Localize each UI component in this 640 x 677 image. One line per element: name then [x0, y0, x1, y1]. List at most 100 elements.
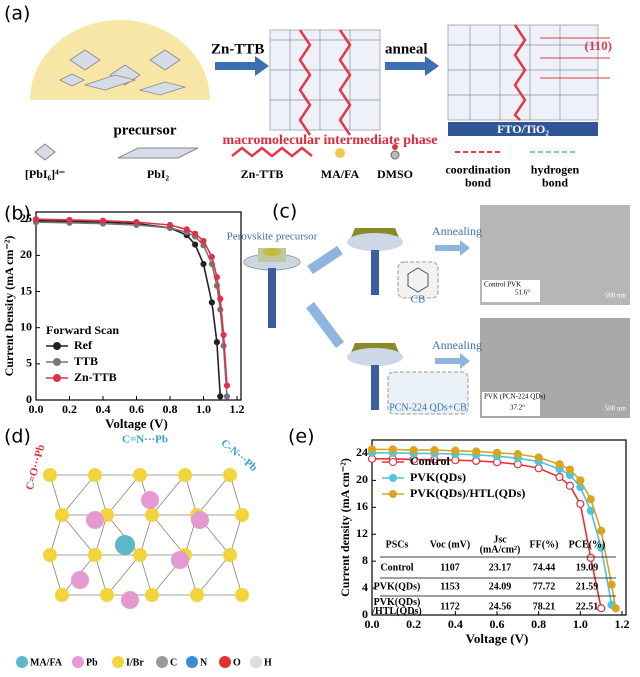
y-tick-label: 12 — [356, 526, 368, 540]
data-point — [200, 237, 207, 245]
table-cell: 77.72 — [533, 581, 556, 592]
atom — [235, 588, 249, 602]
y-tick-label: 5 — [26, 356, 32, 370]
x-tick-label: 1.2 — [230, 402, 245, 416]
x-tick-label: 0.8 — [531, 617, 546, 631]
series-line — [35, 219, 222, 397]
legend-label: Ref — [74, 338, 93, 352]
y-tick-label: 0 — [26, 392, 32, 406]
scale-label: 500 nm — [605, 292, 627, 300]
data-point — [586, 553, 595, 562]
panel-label: (e) — [288, 426, 315, 448]
table-cell: 24.09 — [489, 581, 512, 592]
lattice — [43, 468, 249, 609]
data-point — [99, 217, 107, 224]
atom — [223, 468, 237, 482]
data-point — [183, 226, 190, 233]
atom — [43, 468, 57, 482]
step-label: Annealing — [432, 224, 482, 238]
data-point — [451, 446, 460, 455]
table-cell: PVK(QDs) — [374, 581, 421, 592]
data-point — [213, 273, 220, 281]
data-point — [430, 445, 439, 455]
data-point — [223, 382, 231, 389]
sem-label: PVK (PCN-224 QDs) — [484, 393, 546, 401]
atom — [100, 588, 114, 602]
table-cell: 1153 — [440, 581, 459, 592]
atom — [171, 551, 189, 569]
series-line — [35, 221, 228, 397]
legend-label: MA/FA — [30, 657, 63, 668]
legend-label: Control — [410, 454, 450, 468]
atom — [115, 535, 135, 555]
y-tick-label: 0 — [362, 607, 368, 621]
lattice-bond — [151, 514, 186, 556]
legend-marker — [389, 458, 397, 466]
data-point — [565, 465, 575, 474]
data-point — [200, 260, 207, 268]
data-point — [217, 393, 224, 400]
arrow-label: anneal — [385, 41, 428, 57]
panel-c: (c) Perovskite precursor Annealing Annea… — [227, 201, 630, 418]
intermediate-phase — [269, 29, 381, 131]
legend-label: TTB — [74, 354, 98, 368]
data-point — [513, 450, 522, 459]
legend-swatch — [72, 656, 84, 668]
legend-label: bond — [465, 175, 491, 189]
atom — [88, 548, 102, 562]
x-tick-label: 0.4 — [96, 402, 111, 416]
legend-label: [PbI₆]⁴⁻ — [25, 167, 65, 181]
y-axis-label: Current density (mA cm⁻²) — [338, 458, 352, 597]
table-header: Jsc — [493, 534, 507, 545]
legend-label: bond — [542, 175, 568, 189]
table-cell: PVK(QDs) — [374, 597, 421, 608]
lattice-bond — [196, 474, 231, 516]
data-point — [32, 216, 40, 223]
x-tick-label: 0.2 — [62, 402, 77, 416]
legend-swatch — [16, 656, 28, 668]
x-axis-label: Voltage (V) — [105, 416, 168, 431]
plot-frame — [35, 211, 242, 401]
atom-legend: MA/FA Pb I/Br C N O H — [16, 656, 272, 668]
x-tick-label: 0.4 — [448, 617, 463, 631]
atom — [178, 468, 192, 482]
table-header: Voc (mV) — [430, 539, 470, 550]
data-point — [576, 476, 585, 485]
y-tick-label: 10 — [20, 319, 32, 333]
table-header: PSCs — [386, 539, 409, 550]
table-header: (mA/cm²) — [480, 544, 521, 555]
data-point — [409, 445, 418, 455]
legend-label: coordination — [445, 162, 511, 176]
x-tick-label: 0.6 — [129, 402, 144, 416]
substrate-label: FTO/TiO₂ — [497, 122, 549, 136]
lattice-bond — [106, 554, 141, 596]
data-point — [597, 526, 606, 535]
data-point — [66, 216, 73, 224]
lattice-bond — [106, 474, 141, 516]
data-point — [192, 241, 199, 248]
data-point — [192, 230, 199, 237]
panel-label: (b) — [4, 203, 31, 225]
atom — [121, 591, 139, 609]
legend-label: Pb — [86, 657, 98, 668]
angle-label: 37.2° — [510, 404, 525, 412]
x-axis-label: Voltage (V) — [466, 631, 529, 646]
x-tick-label: 0.6 — [490, 617, 505, 631]
legend-marker — [53, 342, 61, 350]
legend-marker — [53, 374, 61, 382]
step-label: Annealing — [432, 338, 482, 352]
substrate — [448, 122, 598, 136]
data-point — [565, 481, 575, 490]
atom — [86, 511, 104, 529]
legend-label: DMSO — [377, 167, 413, 181]
data-point — [388, 445, 397, 454]
lattice-bond — [151, 474, 186, 516]
legend-marker — [53, 358, 61, 366]
data-point — [367, 445, 377, 454]
legend-marker — [389, 474, 397, 482]
atom — [55, 508, 69, 522]
y-tick-label: 15 — [20, 283, 32, 297]
atom — [191, 511, 209, 529]
arrow — [385, 56, 439, 76]
octahedra — [59, 49, 187, 96]
